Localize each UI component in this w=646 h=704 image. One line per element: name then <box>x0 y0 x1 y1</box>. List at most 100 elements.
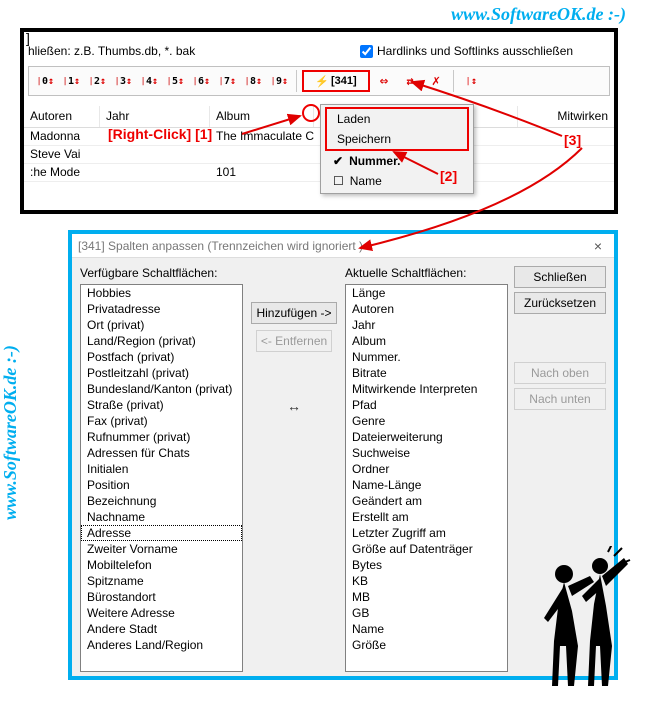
list-item[interactable]: Bezeichnung <box>81 493 242 509</box>
add-button[interactable]: Hinzufügen -> <box>251 302 336 324</box>
list-item[interactable]: Bürostandort <box>81 589 242 605</box>
tb-341-button[interactable]: ⚡[341] <box>302 70 370 92</box>
list-item[interactable]: Anderes Land/Region <box>81 637 242 653</box>
list-item[interactable]: KB <box>346 573 507 589</box>
close-icon[interactable]: × <box>588 238 608 254</box>
list-item[interactable]: Fax (privat) <box>81 413 242 429</box>
list-item[interactable]: Ort (privat) <box>81 317 242 333</box>
list-item[interactable]: Geändert am <box>346 493 507 509</box>
tb-num-9[interactable]: ❘9↕ <box>267 70 291 92</box>
list-item[interactable]: Mitwirkende Interpreten <box>346 381 507 397</box>
current-list[interactable]: LängeAutorenJahrAlbumNummer.BitrateMitwi… <box>345 284 508 672</box>
tb-num-1[interactable]: ❘1↕ <box>59 70 83 92</box>
available-list[interactable]: HobbiesPrivatadresseOrt (privat)Land/Reg… <box>80 284 243 672</box>
list-item[interactable]: Nummer. <box>346 349 507 365</box>
list-item[interactable]: Weitere Adresse <box>81 605 242 621</box>
list-item[interactable]: Name-Länge <box>346 477 507 493</box>
ctx-name[interactable]: Name <box>323 171 471 191</box>
list-item[interactable]: Land/Region (privat) <box>81 333 242 349</box>
tb-num-4[interactable]: ❘4↕ <box>137 70 161 92</box>
list-item[interactable]: Größe auf Datenträger <box>346 541 507 557</box>
list-item[interactable]: Bitrate <box>346 365 507 381</box>
cell-jahr <box>100 146 210 163</box>
list-item[interactable]: Dateierweiterung <box>346 429 507 445</box>
list-item[interactable]: Zweiter Vorname <box>81 541 242 557</box>
list-item[interactable]: Autoren <box>346 301 507 317</box>
hardlinks-label: Hardlinks und Softlinks ausschließen <box>377 44 573 58</box>
list-item[interactable]: Suchweise <box>346 445 507 461</box>
list-item[interactable]: Pfad <box>346 397 507 413</box>
list-item[interactable]: Spitzname <box>81 573 242 589</box>
cell-autoren: Madonna <box>24 128 100 145</box>
tb-swap-icon[interactable]: ⇔ <box>372 70 396 92</box>
list-item[interactable]: Name <box>346 621 507 637</box>
down-button[interactable]: Nach unten <box>514 388 606 410</box>
list-item[interactable]: Letzter Zugriff am <box>346 525 507 541</box>
list-item[interactable]: Andere Stadt <box>81 621 242 637</box>
list-item[interactable]: Größe <box>346 637 507 653</box>
top-panel: ] hließen: z.B. Thumbs.db, *. bak Hardli… <box>20 28 618 214</box>
list-item[interactable]: Straße (privat) <box>81 397 242 413</box>
tb-arrows-icon[interactable]: ⇄ <box>398 70 422 92</box>
list-item[interactable]: Erstellt am <box>346 509 507 525</box>
table-row[interactable]: :he Mode101 <box>24 164 614 182</box>
watermark-left: www.SoftwareOK.de :-) <box>0 345 21 520</box>
col-jahr[interactable]: Jahr <box>100 106 210 127</box>
list-item[interactable]: Privatadresse <box>81 301 242 317</box>
list-item[interactable]: Hobbies <box>81 285 242 301</box>
list-item[interactable]: Bundesland/Kanton (privat) <box>81 381 242 397</box>
table-row[interactable]: Steve Vai <box>24 146 614 164</box>
watermark-top: www.SoftwareOK.de :-) <box>451 4 626 25</box>
columns-dialog: [341] Spalten anpassen (Trennzeichen wir… <box>68 230 618 680</box>
list-item[interactable]: Bytes <box>346 557 507 573</box>
list-item[interactable]: Adressen für Chats <box>81 445 242 461</box>
tb-num-5[interactable]: ❘5↕ <box>163 70 187 92</box>
close-button[interactable]: Schließen <box>514 266 606 288</box>
hardlinks-input[interactable] <box>360 45 373 58</box>
up-button[interactable]: Nach oben <box>514 362 606 384</box>
tb-extra-icon[interactable]: ❘↕ <box>459 70 483 92</box>
list-item[interactable]: MB <box>346 589 507 605</box>
current-label: Aktuelle Schaltflächen: <box>345 266 508 280</box>
cell-jahr <box>100 128 210 145</box>
list-item[interactable]: Genre <box>346 413 507 429</box>
tb-num-7[interactable]: ❘7↕ <box>215 70 239 92</box>
remove-button[interactable]: <- Entfernen <box>256 330 332 352</box>
col-album[interactable]: Album <box>210 106 314 127</box>
list-item[interactable]: Adresse <box>81 525 242 541</box>
list-item[interactable]: GB <box>346 605 507 621</box>
table-row[interactable]: Madonna The Immaculate Collection <box>24 128 614 146</box>
ctx-nummer[interactable]: Nummer. <box>323 151 471 171</box>
tb-num-0[interactable]: ❘0↕ <box>33 70 57 92</box>
list-item[interactable]: Initialen <box>81 461 242 477</box>
list-item[interactable]: Ordner <box>346 461 507 477</box>
list-item[interactable]: Postleitzahl (privat) <box>81 365 242 381</box>
tb-num-3[interactable]: ❘3↕ <box>111 70 135 92</box>
cell-album: The Immaculate Collection <box>210 128 314 145</box>
list-item[interactable]: Jahr <box>346 317 507 333</box>
col-autoren[interactable]: Autoren <box>24 106 100 127</box>
tb-cut-icon[interactable]: ✗ <box>424 70 448 92</box>
ctx-speichern[interactable]: Speichern <box>327 129 467 149</box>
tb-num-2[interactable]: ❘2↕ <box>85 70 109 92</box>
toolbar: ❘0↕ ❘1↕ ❘2↕ ❘3↕ ❘4↕ ❘5↕ ❘6↕ ❘7↕ ❘8↕ ❘9↕ … <box>28 66 610 96</box>
available-label: Verfügbare Schaltflächen: <box>80 266 243 280</box>
list-item[interactable]: Album <box>346 333 507 349</box>
tb-num-8[interactable]: ❘8↕ <box>241 70 265 92</box>
grid-body: Madonna The Immaculate CollectionSteve Va… <box>24 128 614 182</box>
hardlinks-checkbox[interactable]: Hardlinks und Softlinks ausschließen <box>360 44 573 58</box>
col-mitwirk[interactable]: Mitwirken <box>518 106 614 127</box>
list-item[interactable]: Mobiltelefon <box>81 557 242 573</box>
list-item[interactable]: Rufnummer (privat) <box>81 429 242 445</box>
cell-mitwirk <box>518 128 614 145</box>
reset-button[interactable]: Zurücksetzen <box>514 292 606 314</box>
list-item[interactable]: Postfach (privat) <box>81 349 242 365</box>
list-item[interactable]: Länge <box>346 285 507 301</box>
tb-num-6[interactable]: ❘6↕ <box>189 70 213 92</box>
ctx-highlight-group: Laden Speichern <box>325 107 469 151</box>
ctx-laden[interactable]: Laden <box>327 109 467 129</box>
dialog-title: [341] Spalten anpassen (Trennzeichen wir… <box>78 239 363 253</box>
list-item[interactable]: Nachname <box>81 509 242 525</box>
list-item[interactable]: Position <box>81 477 242 493</box>
cell-autoren: :he Mode <box>24 164 100 181</box>
